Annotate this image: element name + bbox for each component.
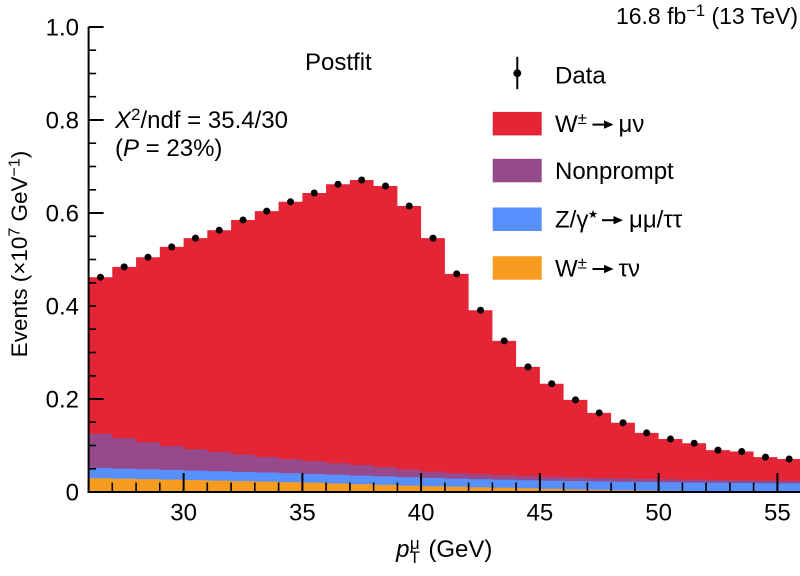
svg-text:0.8: 0.8 bbox=[46, 108, 79, 135]
svg-text:pTμ (GeV): pTμ (GeV) bbox=[395, 534, 492, 567]
svg-text:Postfit: Postfit bbox=[305, 49, 372, 76]
svg-text:40: 40 bbox=[408, 500, 435, 527]
svg-text:0: 0 bbox=[66, 480, 79, 507]
svg-text:45: 45 bbox=[527, 500, 554, 527]
svg-text:μν: μν bbox=[619, 111, 645, 138]
svg-text:0.2: 0.2 bbox=[46, 387, 79, 414]
svg-text:Data: Data bbox=[555, 63, 606, 90]
svg-text:τν: τν bbox=[619, 256, 640, 283]
svg-text:16.8 fb−1 (13 TeV): 16.8 fb−1 (13 TeV) bbox=[616, 2, 798, 29]
svg-text:Nonprompt: Nonprompt bbox=[555, 158, 674, 185]
svg-text:30: 30 bbox=[170, 500, 197, 527]
svg-text:0.6: 0.6 bbox=[46, 201, 79, 228]
svg-text:35: 35 bbox=[289, 500, 316, 527]
svg-text:50: 50 bbox=[645, 500, 672, 527]
svg-text:1.0: 1.0 bbox=[46, 15, 79, 42]
svg-text:0.4: 0.4 bbox=[46, 294, 79, 321]
svg-text:X2/ndf = 35.4/30: X2/ndf = 35.4/30 bbox=[114, 105, 288, 134]
svg-text:μμ/ττ: μμ/ττ bbox=[629, 207, 683, 234]
svg-text:Events (×107 GeV−1): Events (×107 GeV−1) bbox=[7, 151, 33, 358]
svg-text:(P = 23%): (P = 23%) bbox=[115, 135, 222, 162]
svg-text:55: 55 bbox=[764, 500, 791, 527]
